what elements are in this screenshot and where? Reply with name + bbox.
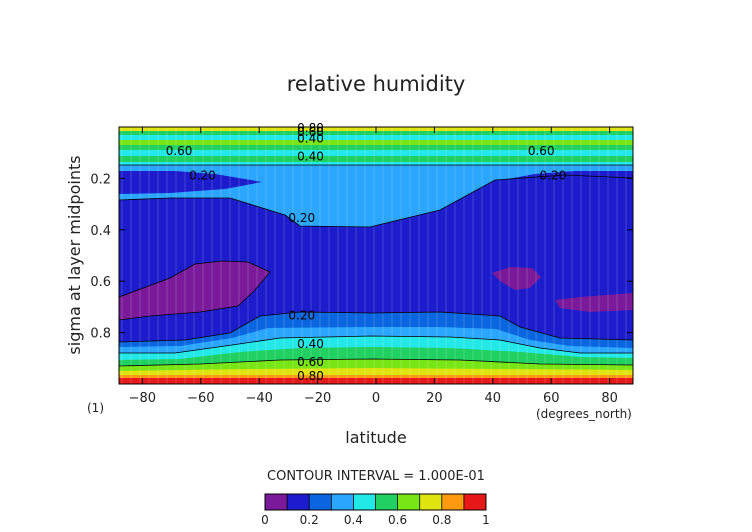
x-tick-label: −40 bbox=[245, 391, 272, 406]
colorbar-swatch bbox=[353, 494, 376, 510]
x-tick-label: −60 bbox=[187, 391, 214, 406]
colorbar-swatch bbox=[309, 494, 332, 510]
colorbar-swatch bbox=[397, 494, 420, 510]
contour-label: 0.20 bbox=[189, 169, 216, 183]
colorbar-tick-label: 1 bbox=[482, 513, 490, 527]
x-tick-label: 60 bbox=[543, 391, 560, 406]
x-axis-unit: (degrees_north) bbox=[536, 407, 632, 421]
band-fill bbox=[119, 140, 633, 145]
contour-interval-text: CONTOUR INTERVAL = 1.000E-01 bbox=[267, 469, 485, 484]
colorbar-swatch bbox=[331, 494, 354, 510]
colorbar-tick-label: 0.6 bbox=[388, 513, 407, 527]
x-tick-label: 20 bbox=[426, 391, 443, 406]
colorbar-swatch bbox=[463, 494, 486, 510]
contour-label: 0.60 bbox=[528, 144, 555, 158]
band-fill bbox=[119, 145, 633, 150]
plot-area bbox=[119, 127, 633, 384]
band-fill-0.1 bbox=[492, 267, 541, 290]
band-fill-0.1 bbox=[119, 261, 270, 320]
colorbar-swatch bbox=[375, 494, 398, 510]
contour-label: 0.80 bbox=[297, 121, 324, 135]
plot-overlay bbox=[118, 126, 634, 385]
chart-title: relative humidity bbox=[287, 72, 466, 96]
contour-label: 0.40 bbox=[297, 149, 324, 163]
contour-label: 0.40 bbox=[297, 337, 324, 351]
contour-label: 0.20 bbox=[540, 169, 567, 183]
contour-label: 0.20 bbox=[288, 211, 315, 225]
band-fill bbox=[119, 162, 633, 165]
contour-line bbox=[118, 358, 634, 367]
x-tick-label: 0 bbox=[372, 391, 380, 406]
x-tick-label: −80 bbox=[129, 391, 156, 406]
contour-labels: 0.800.600.60 0.600.400.400.20 0.200.200.20… bbox=[166, 121, 567, 383]
y-tick-label: 0.2 bbox=[90, 172, 111, 187]
colorbar-swatch bbox=[265, 494, 288, 510]
colorbar-tick-label: 0.8 bbox=[432, 513, 451, 527]
contour-label: 0.60 bbox=[166, 144, 193, 158]
x-tick-label: 80 bbox=[601, 391, 618, 406]
y-tick-label: 0.6 bbox=[90, 275, 111, 290]
x-tick-label: −20 bbox=[304, 391, 331, 406]
colorbar-tick-label: 0 bbox=[261, 513, 269, 527]
contour-label: 0.60 bbox=[297, 355, 324, 369]
y-axis-label: sigma at layer midpoints bbox=[65, 155, 84, 354]
band-fill bbox=[119, 150, 633, 156]
contour-bands bbox=[119, 127, 633, 384]
contour-label: 0.80 bbox=[297, 369, 324, 383]
contour-line bbox=[118, 311, 634, 343]
contour-line bbox=[118, 174, 634, 228]
contour-label: 0.20 bbox=[288, 309, 315, 323]
colorbar-swatch bbox=[441, 494, 464, 510]
band-fill-0.1 bbox=[555, 293, 633, 312]
colorbar-tick-label: 0.4 bbox=[344, 513, 363, 527]
x-axis: −80 −60 −40 −20 0 20 40 60 80 bbox=[129, 127, 618, 406]
colorbar-swatch bbox=[419, 494, 442, 510]
y-axis: 0.2 0.4 0.6 0.8 bbox=[90, 172, 633, 342]
colorbar-tick-label: 0.2 bbox=[300, 513, 319, 527]
colorbar-swatch bbox=[287, 494, 310, 510]
contour-label: 0.40 bbox=[297, 131, 324, 145]
contour-label: 0.60 bbox=[297, 125, 324, 139]
band-fill bbox=[119, 135, 633, 140]
band-fill-0.2 bbox=[119, 171, 262, 194]
y-tick-label: 0.8 bbox=[90, 327, 111, 342]
y-tick-label: 0.4 bbox=[90, 224, 111, 239]
colorbar: 0 0.2 0.4 0.6 0.8 1 bbox=[261, 493, 490, 527]
contour-line bbox=[118, 260, 271, 321]
x-tick-label: 40 bbox=[485, 391, 502, 406]
y-axis-note: (1) bbox=[87, 401, 104, 415]
contour-line bbox=[119, 335, 633, 354]
x-axis-label: latitude bbox=[345, 428, 406, 447]
band-fill bbox=[119, 156, 633, 162]
